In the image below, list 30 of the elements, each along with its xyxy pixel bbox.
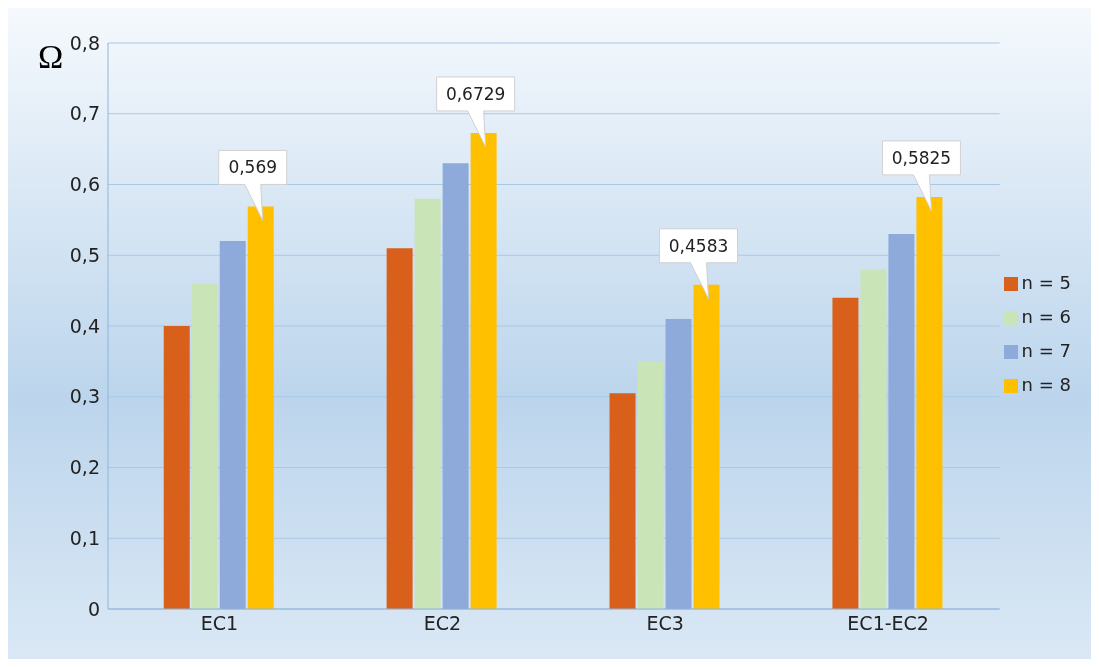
y-tick-label: 0,6 — [69, 173, 100, 196]
legend-label: n = 8 — [1021, 373, 1071, 395]
legend-label: n = 7 — [1021, 339, 1071, 361]
data-label: 0,4583 — [668, 235, 729, 256]
x-tick-label: EC1 — [200, 612, 239, 635]
bar — [637, 361, 664, 609]
bar — [832, 297, 859, 609]
y-tick-label: 0,7 — [69, 102, 100, 125]
x-tick-label: EC3 — [646, 612, 684, 635]
bar — [191, 283, 218, 609]
bar — [386, 248, 413, 609]
y-tick-label: 0,4 — [69, 314, 100, 337]
x-tick-label: EC1-EC2 — [847, 612, 929, 635]
y-tick-label: 0,8 — [69, 31, 100, 54]
legend-label: n = 5 — [1021, 271, 1071, 293]
bar — [414, 198, 441, 609]
bar — [609, 393, 636, 609]
bar — [860, 269, 887, 609]
bar — [163, 326, 190, 609]
data-label: 0,5825 — [891, 147, 952, 168]
y-tick-label: 0 — [87, 597, 100, 620]
x-tick-label: EC2 — [423, 612, 462, 635]
legend-label: n = 6 — [1021, 305, 1071, 327]
y-tick-label: 0,2 — [69, 456, 100, 479]
y-axis-title: Ω — [38, 38, 64, 76]
y-tick-label: 0,5 — [69, 243, 100, 266]
y-tick-label: 0,3 — [69, 385, 100, 408]
data-label: 0,569 — [228, 157, 278, 178]
y-tick-label: 0,1 — [69, 526, 100, 549]
data-label: 0,6729 — [445, 83, 506, 104]
